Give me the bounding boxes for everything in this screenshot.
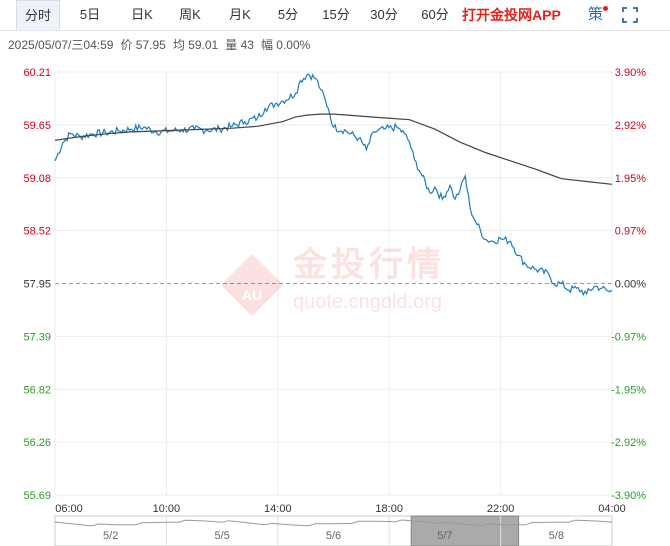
time-tick-label: 10:00 — [153, 503, 181, 515]
price-tick-label: 56.26 — [23, 437, 51, 449]
chart-lines — [54, 73, 613, 297]
navigator-selection — [410, 515, 520, 546]
tab-6[interactable]: 15分 — [322, 7, 350, 22]
info-datetime: 2025/05/07/三04:59 — [8, 38, 114, 52]
strategy-label: 策 — [588, 6, 604, 23]
percent-tick-label: 0.00% — [615, 279, 646, 291]
price-axis: 60.21 59.65 59.08 58.52 57.95 57.39 56.82 56.26… — [23, 67, 51, 502]
period-tabs: 分时 5日 日K 周K 月K 5分 15分 30分 60分 — [0, 0, 670, 31]
time-tick-label: 22:00 — [487, 503, 515, 515]
tab-4[interactable]: 月K — [229, 7, 251, 22]
fullscreen-icon[interactable] — [622, 7, 638, 23]
average-line — [54, 113, 613, 185]
tab-8[interactable]: 60分 — [421, 7, 449, 22]
percent-tick-label: 0.97% — [615, 226, 646, 238]
percent-axis: 3.90% 2.92% 1.95% 0.97% 0.00% -0.97% -1.95% -2.… — [611, 67, 646, 502]
navigator-sparkline — [54, 519, 613, 527]
watermark-brand: 金投行情 — [292, 245, 445, 284]
notification-dot — [603, 6, 609, 11]
open-app-link[interactable]: 打开金投网APP — [462, 7, 561, 23]
percent-tick-label: 2.92% — [615, 120, 646, 132]
info-range-label: 幅 — [260, 38, 273, 52]
percent-tick-label: -2.92% — [611, 437, 646, 449]
navigator-date-label: 5/5 — [214, 530, 229, 542]
tab-2[interactable]: 日K — [131, 7, 153, 22]
navigator-date-label: 5/2 — [103, 530, 118, 542]
price-tick-label: 57.95 — [23, 279, 51, 291]
strategy-button[interactable]: 策 — [588, 0, 609, 30]
percent-tick-label: 1.95% — [615, 173, 646, 185]
tab-0[interactable]: 分时 — [16, 0, 60, 30]
price-tick-label: 59.65 — [23, 120, 51, 132]
navigator-date-label: 5/7 — [437, 530, 452, 542]
time-axis: 06:00 10:00 14:00 18:00 22:00 04:00 — [55, 503, 626, 515]
price-tick-label: 59.08 — [23, 173, 51, 185]
price-line — [54, 73, 613, 297]
navigator-frame — [54, 515, 613, 546]
time-tick-label: 04:00 — [598, 503, 626, 515]
tab-7[interactable]: 30分 — [370, 7, 398, 22]
percent-tick-label: -0.97% — [611, 331, 646, 343]
time-tick-label: 06:00 — [55, 503, 83, 515]
chart-grid — [54, 71, 613, 496]
date-navigator[interactable]: 5/2 5/5 5/6 5/7 5/8 — [54, 515, 613, 546]
time-tick-label: 14:00 — [264, 503, 292, 515]
tab-5[interactable]: 5分 — [277, 7, 299, 22]
percent-tick-label: -3.90% — [611, 490, 646, 502]
info-price: 57.95 — [135, 38, 166, 52]
info-avg: 59.01 — [188, 38, 219, 52]
time-tick-label: 18:00 — [375, 503, 403, 515]
info-vol: 43 — [240, 38, 254, 52]
info-vol-label: 量 — [225, 38, 238, 52]
price-tick-label: 57.39 — [23, 331, 51, 343]
tab-1[interactable]: 5日 — [79, 7, 101, 22]
price-tick-label: 55.69 — [23, 490, 51, 502]
info-price-label: 价 — [120, 38, 133, 52]
navigator-date-label: 5/6 — [326, 530, 341, 542]
percent-tick-label: 3.90% — [615, 67, 646, 79]
quote-info: 2025/05/07/三04:59 价 57.95 均 59.01 量 43 幅 0.0… — [8, 36, 317, 53]
price-tick-label: 56.82 — [23, 384, 51, 396]
watermark: AU 金投行情 quote.cngold.org — [220, 245, 445, 317]
navigator-date-label: 5/8 — [549, 530, 564, 542]
info-avg-label: 均 — [172, 38, 185, 52]
price-tick-label: 58.52 — [23, 226, 51, 238]
watermark-url: quote.cngold.org — [293, 291, 442, 313]
info-range: 0.00% — [276, 38, 311, 52]
percent-tick-label: -1.95% — [611, 384, 646, 396]
watermark-logo-icon — [220, 253, 284, 317]
tab-3[interactable]: 周K — [179, 7, 201, 22]
watermark-badge: AU — [242, 287, 262, 303]
price-tick-label: 60.21 — [23, 67, 51, 79]
